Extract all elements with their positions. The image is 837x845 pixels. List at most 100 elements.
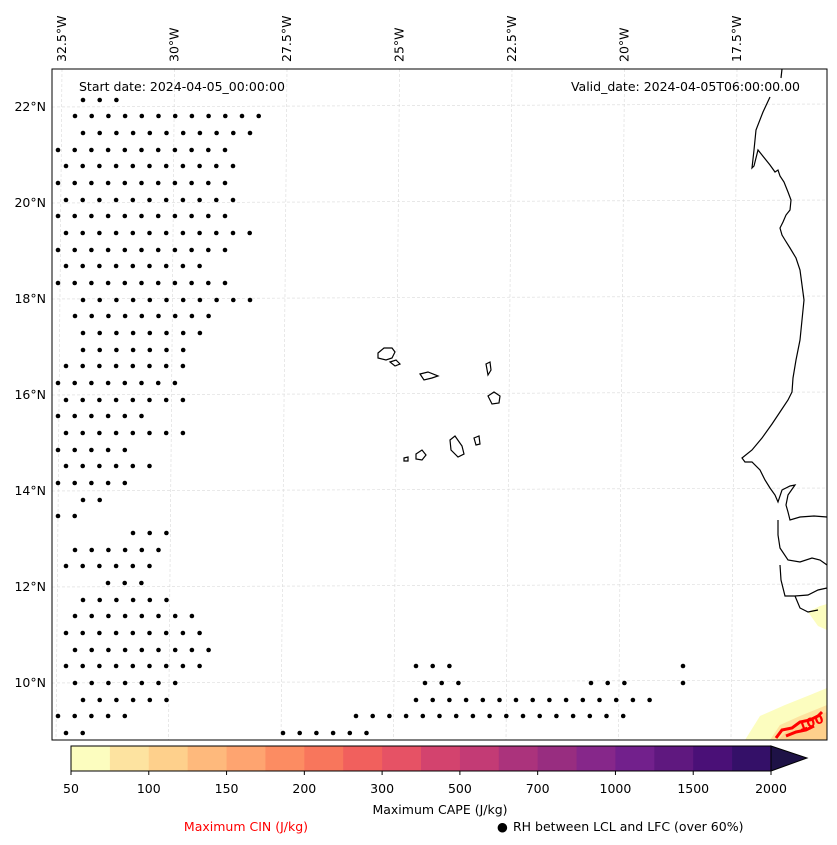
rh-dot xyxy=(122,147,128,153)
rh-dot xyxy=(206,647,211,653)
coastline-africa xyxy=(741,68,828,613)
longitude-label: 22.5°W xyxy=(504,16,519,62)
gridline-lon xyxy=(55,68,63,741)
rh-dot xyxy=(130,347,136,353)
rh-dot xyxy=(114,97,119,103)
rh-dot xyxy=(130,697,136,703)
rh-dot xyxy=(180,663,186,669)
rh-dot xyxy=(97,363,102,369)
rh-dot xyxy=(105,413,111,419)
rh-dot xyxy=(447,697,452,703)
rh-dot xyxy=(130,663,136,669)
rh-dot xyxy=(147,697,153,703)
map-background xyxy=(52,69,827,740)
rh-dot xyxy=(89,113,94,119)
rh-dot xyxy=(113,463,119,469)
rh-dot xyxy=(163,263,169,269)
gridline-lon xyxy=(393,68,400,741)
rh-dot xyxy=(247,130,253,136)
rh-dot xyxy=(72,480,77,486)
rh-dot xyxy=(180,330,186,336)
rh-dot xyxy=(222,180,228,186)
rh-dot xyxy=(55,380,61,386)
island-sao-vicente xyxy=(388,359,402,367)
rh-dot xyxy=(180,130,186,136)
gridline-lat xyxy=(51,583,828,588)
rh-legend-label: RH between LCL and LFC (over 60%) xyxy=(513,819,743,834)
rh-dot xyxy=(147,297,153,303)
rh-dot xyxy=(147,663,152,669)
rh-dot xyxy=(139,280,144,286)
rh-dot xyxy=(63,263,69,269)
rh-dot xyxy=(247,230,252,236)
rh-dot xyxy=(172,147,178,153)
rh-dot xyxy=(130,163,136,169)
rh-dot xyxy=(72,213,77,219)
rh-dot xyxy=(147,197,152,203)
rh-dot xyxy=(113,363,119,369)
rh-dot xyxy=(105,147,111,153)
rh-dot xyxy=(297,730,303,736)
rh-dot xyxy=(80,230,85,236)
colorbar-tick-label: 50 xyxy=(63,781,79,796)
rh-dot xyxy=(105,380,111,386)
rh-dot xyxy=(437,713,442,719)
rh-dot xyxy=(139,213,144,219)
rh-dot xyxy=(55,713,61,719)
rh-dot xyxy=(570,713,576,719)
rh-dot xyxy=(622,680,627,686)
rh-dot xyxy=(156,613,161,619)
rh-dot xyxy=(214,230,219,236)
rh-dot xyxy=(55,180,61,186)
rh-dot xyxy=(155,180,161,186)
rh-dot xyxy=(89,247,94,253)
rh-dots xyxy=(55,97,686,736)
rh-dot xyxy=(80,297,86,303)
gridline-lat xyxy=(51,199,828,204)
rh-dot xyxy=(63,363,69,369)
rh-dot xyxy=(63,730,69,736)
rh-dot xyxy=(80,497,86,503)
rh-dot xyxy=(172,180,178,186)
rh-dot xyxy=(180,363,186,369)
rh-dot xyxy=(364,730,369,736)
rh-dot xyxy=(180,347,186,353)
rh-dot xyxy=(413,697,419,703)
rh-dot xyxy=(139,647,145,653)
rh-dot xyxy=(97,163,102,169)
rh-dot xyxy=(63,463,69,469)
rh-dot xyxy=(97,663,102,669)
gridline-lat xyxy=(51,679,828,684)
rh-dot xyxy=(130,463,136,469)
colorbar-tick-label: 150 xyxy=(215,781,239,796)
rh-dot xyxy=(72,413,77,419)
rh-dot xyxy=(387,713,392,719)
rh-dot xyxy=(147,130,153,136)
longitude-label: 20°W xyxy=(617,27,632,62)
rh-dot xyxy=(122,580,127,586)
rh-dot xyxy=(122,113,128,119)
colorbar-segment xyxy=(187,746,228,771)
colorbar-segment xyxy=(459,746,500,771)
rh-dot xyxy=(247,297,253,303)
rh-dot xyxy=(80,330,86,336)
rh-dot xyxy=(180,263,186,269)
rh-dot xyxy=(89,280,94,286)
colorbar-tick-label: 1500 xyxy=(677,781,709,796)
rh-dot xyxy=(139,313,145,319)
longitude-label: 30°W xyxy=(167,27,182,62)
island-sao-nicolau xyxy=(419,371,440,381)
colorbar-segment xyxy=(382,746,422,771)
rh-dot xyxy=(147,330,153,336)
rh-dot xyxy=(63,430,69,436)
rh-dot xyxy=(206,113,211,119)
gridline-lon xyxy=(280,68,288,741)
island-santo-antao xyxy=(377,347,396,361)
rh-dot xyxy=(97,297,102,303)
rh-dot xyxy=(206,280,211,286)
rh-dot xyxy=(156,547,161,553)
rh-dot xyxy=(180,163,186,169)
rh-dot xyxy=(189,280,194,286)
rh-dot xyxy=(580,697,586,703)
rh-dot xyxy=(72,280,77,286)
